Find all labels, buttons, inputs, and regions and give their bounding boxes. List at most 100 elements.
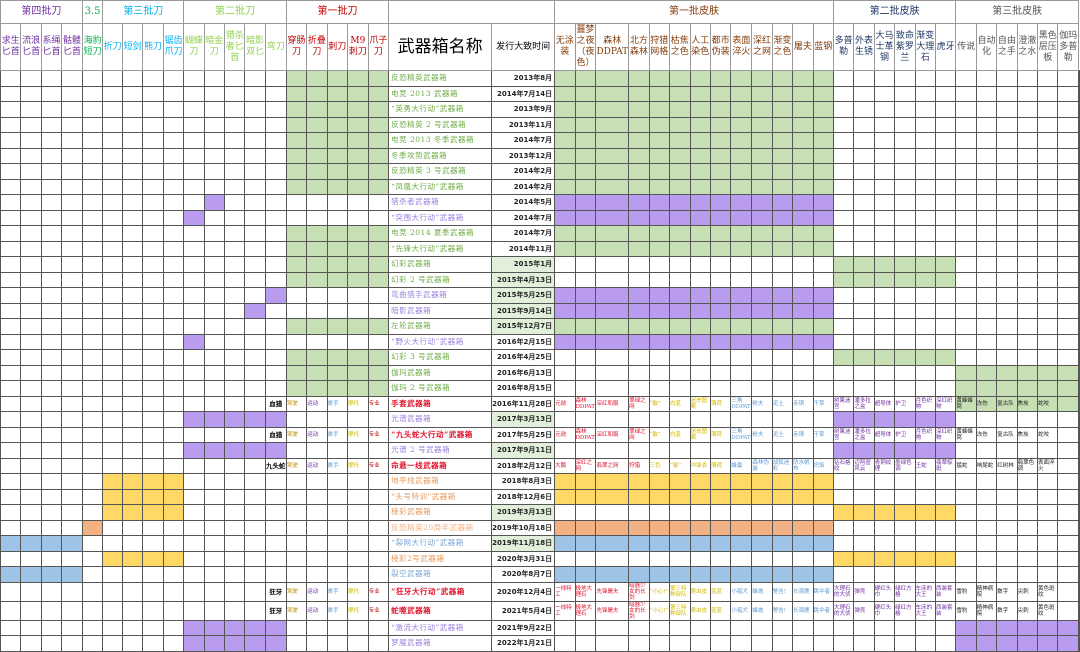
knife-cell[interactable]: [203, 116, 226, 133]
skin-cell[interactable]: [853, 225, 875, 242]
skin-cell[interactable]: [751, 209, 773, 226]
case-name[interactable]: 光谱武器箱: [388, 411, 493, 428]
knife-cell[interactable]: [264, 70, 287, 87]
skin-cell[interactable]: 防水帆布: [792, 457, 814, 474]
skin-cell[interactable]: 森林DDPAT: [574, 395, 597, 412]
skin-cell[interactable]: [751, 504, 773, 521]
skin-cell[interactable]: [894, 302, 916, 319]
knife-cell[interactable]: [102, 635, 123, 652]
skin-cell[interactable]: [1016, 178, 1039, 195]
skin-cell[interactable]: [1037, 101, 1059, 118]
knife-cell[interactable]: [61, 101, 83, 118]
case-name[interactable]: 冬季攻势武器箱: [388, 147, 493, 164]
knife-cell[interactable]: [102, 395, 123, 412]
knife-cell[interactable]: [203, 442, 226, 459]
column-header[interactable]: 渐变之色: [771, 23, 794, 71]
knife-cell[interactable]: [367, 635, 390, 652]
knife-cell[interactable]: [142, 411, 164, 428]
skin-cell[interactable]: 三色: [648, 457, 671, 474]
skin-cell[interactable]: [669, 225, 691, 242]
knife-cell[interactable]: [40, 442, 63, 459]
skin-cell[interactable]: [730, 116, 753, 133]
knife-cell[interactable]: [81, 550, 104, 567]
skin-cell[interactable]: [751, 635, 773, 652]
skin-cell[interactable]: [1057, 287, 1079, 304]
knife-cell[interactable]: [121, 178, 144, 195]
knife-cell[interactable]: [306, 535, 328, 552]
skin-cell[interactable]: [853, 635, 875, 652]
knife-cell[interactable]: [223, 85, 246, 102]
skin-cell[interactable]: [628, 519, 650, 536]
knife-cell[interactable]: [20, 600, 42, 621]
skin-cell[interactable]: 迷岸图案: [689, 426, 711, 443]
skin-cell[interactable]: [975, 473, 998, 490]
skin-cell[interactable]: [730, 132, 753, 149]
skin-cell[interactable]: [554, 101, 576, 118]
skin-cell[interactable]: [1078, 600, 1080, 621]
skin-cell[interactable]: [1016, 85, 1039, 102]
knife-cell[interactable]: [306, 163, 328, 180]
skin-cell[interactable]: [595, 256, 630, 273]
skin-cell[interactable]: [554, 318, 576, 335]
knife-cell[interactable]: [203, 488, 226, 505]
knife-cell[interactable]: [162, 116, 185, 133]
skin-cell[interactable]: [751, 519, 773, 536]
knife-cell[interactable]: [121, 132, 144, 149]
knife-cell[interactable]: [223, 442, 246, 459]
skin-cell[interactable]: [689, 240, 711, 257]
skin-cell[interactable]: 蜂巢: [730, 457, 753, 474]
knife-cell[interactable]: [61, 395, 83, 412]
knife-cell[interactable]: [285, 364, 308, 381]
knife-cell[interactable]: [326, 535, 349, 552]
skin-cell[interactable]: [730, 240, 753, 257]
knife-cell[interactable]: [61, 566, 83, 583]
skin-cell[interactable]: 薄荷: [709, 395, 732, 412]
knife-cell[interactable]: [162, 635, 185, 652]
case-name[interactable]: 手套武器箱: [388, 395, 493, 412]
skin-cell[interactable]: [1037, 619, 1059, 636]
skin-cell[interactable]: [574, 318, 597, 335]
skin-cell[interactable]: [751, 147, 773, 164]
skin-cell[interactable]: [914, 256, 936, 273]
skin-cell[interactable]: [709, 178, 732, 195]
knife-cell[interactable]: [306, 635, 328, 652]
skin-cell[interactable]: 冲锋衣: [689, 457, 711, 474]
skin-cell[interactable]: [595, 132, 630, 149]
knife-cell[interactable]: [306, 147, 328, 164]
knife-cell[interactable]: [367, 132, 390, 149]
skin-cell[interactable]: [792, 85, 814, 102]
skin-cell[interactable]: [975, 287, 998, 304]
knife-cell[interactable]: [0, 457, 22, 474]
skin-cell[interactable]: [996, 132, 1018, 149]
skin-cell[interactable]: [709, 380, 732, 397]
skin-cell[interactable]: 蓝蓝: [709, 581, 732, 602]
knife-cell[interactable]: [183, 619, 205, 636]
knife-cell[interactable]: [347, 147, 369, 164]
skin-cell[interactable]: [1078, 256, 1080, 273]
skin-cell[interactable]: [771, 116, 794, 133]
skin-cell[interactable]: [595, 411, 630, 428]
skin-cell[interactable]: [1078, 147, 1080, 164]
knife-cell[interactable]: [102, 519, 123, 536]
skin-cell[interactable]: [934, 85, 957, 102]
knife-cell[interactable]: [102, 581, 123, 602]
knife-cell[interactable]: [367, 194, 390, 211]
knife-cell[interactable]: [264, 504, 287, 521]
skin-cell[interactable]: [873, 318, 896, 335]
knife-cell[interactable]: [142, 85, 164, 102]
knife-cell[interactable]: [102, 380, 123, 397]
glove-type[interactable]: 驾驶: [285, 457, 308, 474]
skin-cell[interactable]: [554, 240, 576, 257]
skin-cell[interactable]: [669, 349, 691, 366]
skin-cell[interactable]: [792, 70, 814, 87]
skin-cell[interactable]: [1037, 504, 1059, 521]
case-name[interactable]: 光谱 2 号武器箱: [388, 442, 493, 459]
skin-cell[interactable]: [628, 116, 650, 133]
skin-cell[interactable]: [812, 271, 834, 288]
skin-cell[interactable]: [853, 256, 875, 273]
skin-cell[interactable]: [955, 132, 977, 149]
knife-cell[interactable]: [306, 550, 328, 567]
skin-cell[interactable]: [812, 550, 834, 567]
knife-cell[interactable]: [40, 411, 63, 428]
case-name[interactable]: 裂空武器箱: [388, 566, 493, 583]
